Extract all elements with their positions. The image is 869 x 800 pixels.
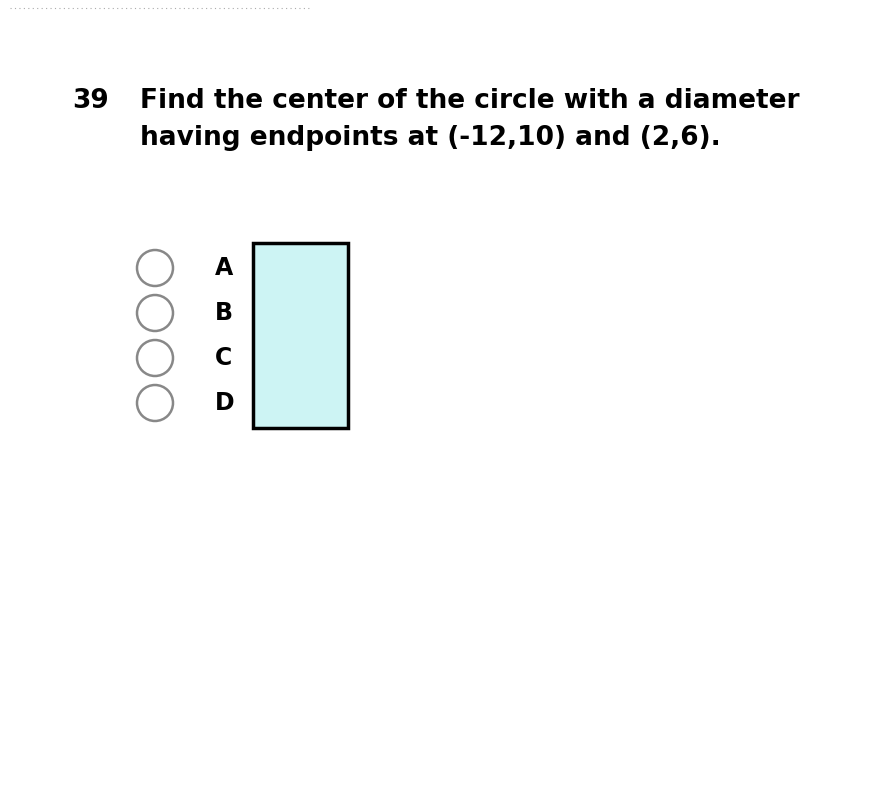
Text: A: A	[215, 256, 233, 280]
Text: D: D	[215, 391, 235, 415]
Text: B: B	[215, 301, 233, 325]
Text: C: C	[215, 346, 232, 370]
Bar	[253, 243, 348, 428]
Text: 39: 39	[72, 88, 109, 114]
Text: having endpoints at (-12,10) and (2,6).: having endpoints at (-12,10) and (2,6).	[140, 125, 720, 151]
Text: Find the center of the circle with a diameter: Find the center of the circle with a dia…	[140, 88, 799, 114]
